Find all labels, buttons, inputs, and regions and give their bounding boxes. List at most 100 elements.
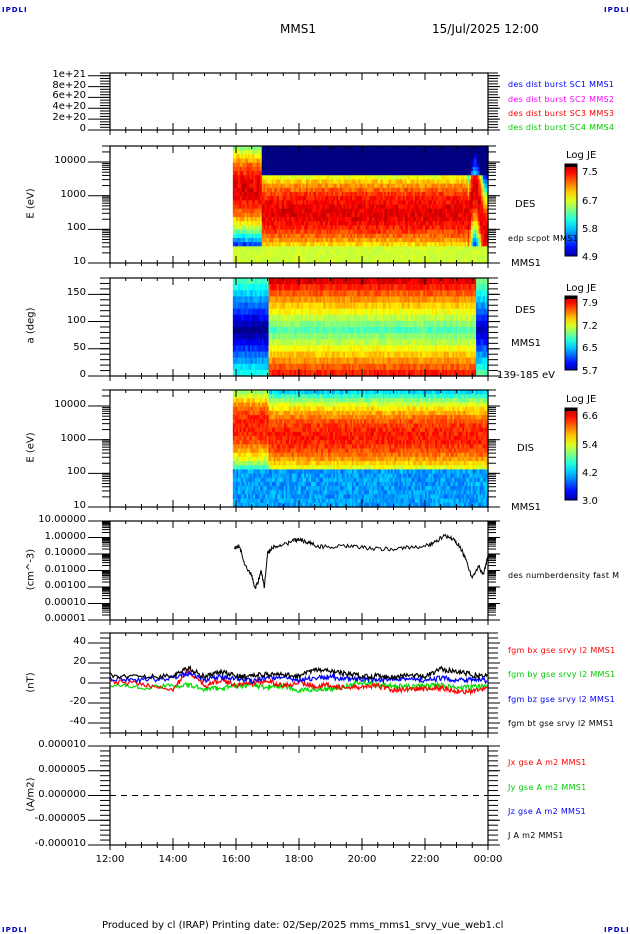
spectrogram-cell xyxy=(357,191,360,197)
spectrogram-cell xyxy=(431,171,435,176)
spectrogram-cell xyxy=(440,246,443,252)
spectrogram-cell xyxy=(234,166,237,172)
spectrogram-cell xyxy=(319,225,322,231)
spectrogram-cell xyxy=(244,146,248,151)
spectrogram-cell xyxy=(248,314,251,322)
spectrogram-cell xyxy=(244,154,248,160)
spectrogram-cell xyxy=(280,258,283,264)
spectrogram-cell xyxy=(248,221,251,226)
spectrogram-cell xyxy=(477,166,481,172)
spectrogram-cell xyxy=(340,250,343,256)
spectrogram-cell xyxy=(271,320,275,328)
spectrogram-cell xyxy=(260,171,263,176)
spectrogram-cell xyxy=(307,179,310,185)
spectrogram-cell xyxy=(278,146,282,151)
spectrogram-cell xyxy=(249,278,253,285)
spectrogram-cell xyxy=(249,290,253,297)
spectrogram-cell xyxy=(324,146,327,151)
spectrogram-cell xyxy=(396,146,399,151)
spectrogram-cell xyxy=(265,158,268,164)
spectrogram-cell xyxy=(263,171,266,176)
spectrogram-cell xyxy=(402,250,406,256)
spectrogram-cell xyxy=(391,187,394,193)
spectrogram-cell xyxy=(465,250,469,256)
spectrogram-cell xyxy=(300,196,304,201)
spectrogram-cell xyxy=(266,296,270,304)
spectrogram-cell xyxy=(292,162,295,168)
spectrogram-cell xyxy=(343,217,346,222)
spectrogram-cell xyxy=(433,208,436,214)
spectrogram-cell xyxy=(465,171,469,176)
spectrogram-cell xyxy=(425,187,428,193)
spectrogram-cell xyxy=(316,162,319,168)
spectrogram-cell xyxy=(253,208,256,214)
spectrogram-cell xyxy=(460,158,464,164)
spectrogram-cell xyxy=(321,233,324,239)
spectrogram-cell xyxy=(374,175,377,181)
spectrogram-cell xyxy=(273,258,276,264)
spectrogram-cell xyxy=(336,158,339,164)
spectrogram-cell xyxy=(423,162,426,168)
spectrogram-cell xyxy=(249,345,253,353)
spectrogram-cell xyxy=(311,217,314,222)
spectrogram-cell xyxy=(305,200,309,206)
spectrogram-cell xyxy=(416,221,419,226)
spectrogram-cell xyxy=(246,357,249,365)
spectrogram-cell xyxy=(331,237,334,243)
spectrogram-cell xyxy=(244,250,248,256)
spectrogram-cell xyxy=(285,196,288,201)
spectrogram-cell xyxy=(477,246,481,252)
spectrogram-cell xyxy=(236,191,239,197)
spectrogram-cell xyxy=(270,175,273,181)
spectrogram-cell xyxy=(440,237,443,243)
spectrogram-cell xyxy=(482,154,486,160)
spectrogram-cell xyxy=(421,171,424,176)
spectrogram-cell xyxy=(328,191,331,197)
spectrogram-cell xyxy=(384,179,387,185)
spectrogram-cell xyxy=(419,187,423,193)
spectrogram-cell xyxy=(270,187,273,193)
spectrogram-cell xyxy=(426,233,430,239)
spectrogram-cell xyxy=(316,225,319,231)
spectrogram-cell xyxy=(351,246,355,252)
spectrogram-cell xyxy=(362,187,365,193)
spectrogram-cell xyxy=(273,237,276,243)
spectrogram-cell xyxy=(482,162,486,168)
spectrogram-des-pitch xyxy=(232,278,489,377)
spectrogram-cell xyxy=(292,175,295,181)
spectrogram-cell xyxy=(244,162,248,168)
spectrogram-cell xyxy=(263,212,266,218)
spectrogram-cell xyxy=(411,237,414,243)
spectrogram-cell xyxy=(362,191,365,197)
spectrogram-cell xyxy=(260,212,263,218)
spectrogram-cell xyxy=(431,183,435,189)
spectrogram-cell xyxy=(375,150,379,155)
spectrogram-cell xyxy=(336,171,339,176)
spectrogram-cell xyxy=(348,212,351,218)
spectrogram-cell xyxy=(469,175,472,181)
spectrogram-cell xyxy=(246,296,249,304)
spectrogram-cell xyxy=(408,237,411,243)
spectrogram-cell xyxy=(254,191,258,197)
spectrogram-cell xyxy=(430,204,433,210)
spectrogram-cell xyxy=(391,217,394,222)
spectrogram-cell xyxy=(448,158,452,164)
spectrogram-cell xyxy=(426,171,430,176)
spectrogram-cell xyxy=(343,250,346,256)
spectrogram-cell xyxy=(275,258,278,264)
spectrogram-cell xyxy=(326,250,329,256)
spectrogram-cell xyxy=(428,166,431,172)
spectrogram-cell xyxy=(428,237,431,243)
spectrogram-cell xyxy=(402,191,406,197)
spectrogram-cell xyxy=(287,200,290,206)
spectrogram-cell xyxy=(271,296,275,304)
spectrogram-cell xyxy=(236,357,239,365)
spectrogram-cell xyxy=(270,333,273,340)
spectrogram-cell xyxy=(256,229,259,235)
spectrogram-cell xyxy=(266,200,270,206)
spectrogram-cell xyxy=(470,250,474,256)
spectrogram-cell xyxy=(476,204,479,210)
spectrogram-cell xyxy=(392,154,396,160)
spectrogram-cell xyxy=(290,212,293,218)
spectrogram-cell xyxy=(244,320,248,328)
